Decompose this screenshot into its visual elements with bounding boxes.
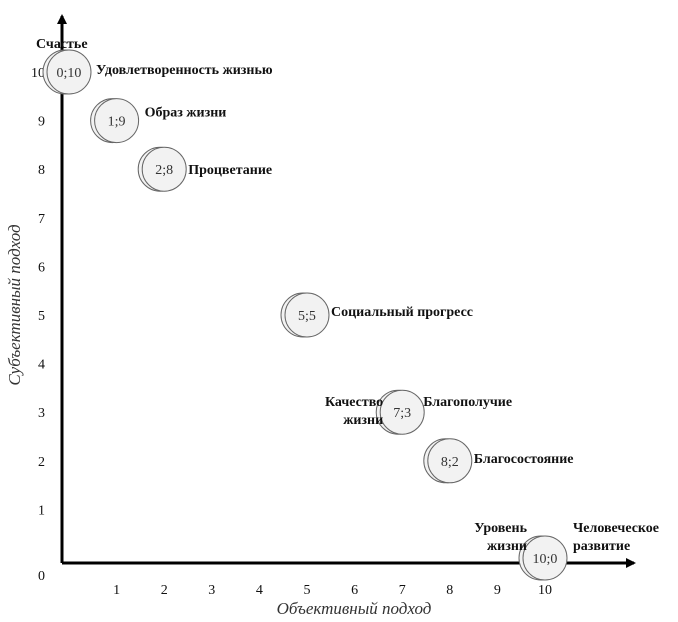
y-axis-title: Субъективный подход bbox=[5, 224, 24, 386]
point-value-label: 1;9 bbox=[108, 115, 126, 130]
x-tick-label: 5 bbox=[304, 583, 311, 598]
y-tick-label: 0 bbox=[38, 569, 45, 584]
data-point: 0;10 Счастье Удовлетворенность жизнью bbox=[36, 37, 273, 95]
data-point: 5;5 Социальный прогресс bbox=[280, 292, 473, 338]
point-marker bbox=[141, 146, 187, 192]
point-label: Качество жизни bbox=[325, 395, 383, 428]
y-tick-label: 7 bbox=[38, 212, 45, 227]
point-value-label: 0;10 bbox=[57, 66, 82, 81]
x-tick-label: 2 bbox=[161, 583, 168, 598]
y-tick-label: 5 bbox=[38, 309, 45, 324]
point-label: Процветание bbox=[188, 163, 272, 178]
y-tick-label: 3 bbox=[38, 406, 45, 421]
data-point: 7;3 Качество жизни Благополучие bbox=[325, 389, 512, 435]
point-value-label: 8;2 bbox=[441, 455, 459, 470]
y-tick-label: 4 bbox=[38, 358, 45, 373]
y-tick-label: 8 bbox=[38, 163, 45, 178]
point-label: Удовлетворенность жизнью bbox=[96, 63, 273, 78]
x-tick-label: 3 bbox=[208, 583, 215, 598]
x-axis-title: Объективный подход bbox=[277, 599, 432, 618]
point-label: Благополучие bbox=[423, 395, 512, 410]
data-point: 1;9 Образ жизни bbox=[90, 98, 227, 144]
y-tick-label: 6 bbox=[38, 260, 45, 275]
point-label: Счастье bbox=[36, 37, 88, 52]
y-tick-label: 9 bbox=[38, 115, 45, 130]
data-point: 10;0 Уровень жизни Человеческое развитие bbox=[474, 521, 659, 581]
point-value-label: 5;5 bbox=[298, 309, 316, 324]
points: 0;10 Счастье Удовлетворенность жизнью 1;9 Об… bbox=[36, 37, 659, 581]
y-tick-label: 2 bbox=[38, 455, 45, 470]
x-tick-label: 6 bbox=[351, 583, 358, 598]
x-tick-label: 9 bbox=[494, 583, 501, 598]
point-label: Благосостояние bbox=[474, 452, 574, 467]
point-label: Социальный прогресс bbox=[331, 305, 473, 320]
point-marker bbox=[46, 49, 92, 95]
point-marker bbox=[522, 535, 568, 581]
x-tick-label: 7 bbox=[399, 583, 406, 598]
axes bbox=[57, 14, 636, 568]
y-tick-label: 1 bbox=[38, 503, 45, 518]
point-marker bbox=[427, 438, 473, 484]
ticks: 1 2 3 4 5 6 7 8 9 10 0 1 2 3 4 5 6 7 8 9 10 bbox=[31, 66, 552, 598]
y-tick-label: 10 bbox=[31, 66, 45, 81]
point-value-label: 2;8 bbox=[155, 163, 173, 178]
x-tick-label: 8 bbox=[446, 583, 453, 598]
point-label: Уровень жизни bbox=[474, 521, 527, 554]
point-label: Человеческое развитие bbox=[573, 521, 659, 554]
x-tick-label: 4 bbox=[256, 583, 263, 598]
x-tick-label: 1 bbox=[113, 583, 120, 598]
point-marker bbox=[94, 98, 140, 144]
data-point: 2;8 Процветание bbox=[137, 146, 272, 192]
point-value-label: 7;3 bbox=[393, 406, 411, 421]
point-value-label: 10;0 bbox=[533, 552, 558, 567]
data-point: 8;2 Благосостояние bbox=[423, 438, 574, 484]
point-marker bbox=[379, 389, 425, 435]
x-tick-label: 10 bbox=[538, 583, 552, 598]
point-label: Образ жизни bbox=[145, 106, 227, 121]
point-marker bbox=[284, 292, 330, 338]
